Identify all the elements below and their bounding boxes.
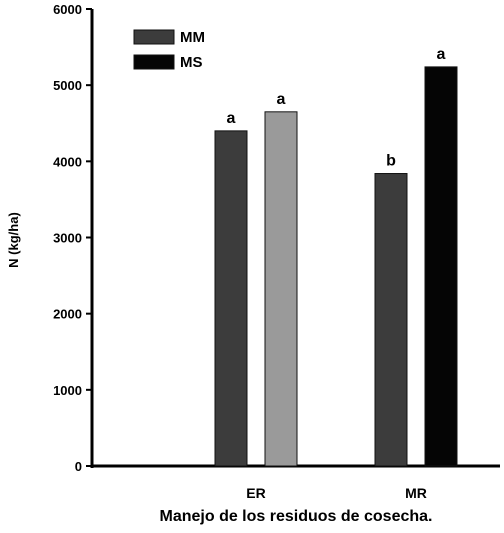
x-axis-categories: ER MR <box>246 485 427 501</box>
y-tick-label: 4000 <box>53 154 82 169</box>
chart-bars: a a b a <box>214 46 458 467</box>
y-axis-ticks: 0 1000 2000 3000 4000 5000 6000 <box>53 2 92 474</box>
x-axis-title: Manejo de los residuos de cosecha. <box>160 508 433 525</box>
y-tick-label: 6000 <box>53 2 82 17</box>
legend-label: MS <box>180 54 203 71</box>
x-category-label: MR <box>405 485 427 501</box>
bar-significance-label: b <box>386 153 396 170</box>
y-tick-label: 3000 <box>53 231 82 246</box>
chart-legend: MM MS <box>133 29 205 71</box>
bar-significance-label: a <box>227 110 236 127</box>
y-tick-label: 5000 <box>53 78 82 93</box>
bar-mm-mr <box>374 173 408 467</box>
legend-swatch <box>133 29 175 45</box>
y-tick-label: 1000 <box>53 383 82 398</box>
y-tick-label: 0 <box>75 459 82 474</box>
bar-significance-label: a <box>437 46 446 63</box>
y-tick-label: 2000 <box>53 307 82 322</box>
bar-significance-label: a <box>277 91 286 108</box>
y-axis-title: N (kg/ha) <box>6 212 21 268</box>
bar-ms-mr <box>424 66 458 467</box>
bar-ms-er <box>264 111 298 467</box>
legend-swatch <box>133 54 175 70</box>
bar-mm-er <box>214 130 248 467</box>
legend-label: MM <box>180 29 205 46</box>
x-category-label: ER <box>246 485 265 501</box>
